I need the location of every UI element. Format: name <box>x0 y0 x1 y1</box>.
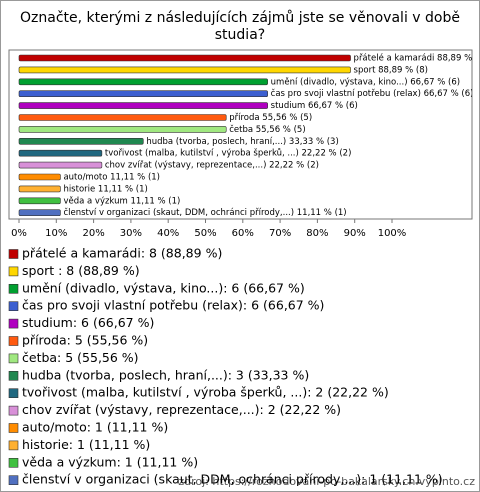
legend-swatch <box>8 388 19 399</box>
legend-label: sport : 8 (88,89 %) <box>22 263 140 278</box>
legend-label: čas pro svoji vlastní potřebu (relax): 6… <box>22 298 324 313</box>
x-tick-label: 20% <box>82 228 104 239</box>
bar-label: auto/moto 11,11 % (1) <box>63 173 160 183</box>
legend-label: auto/moto: 1 (11,11 %) <box>22 420 168 435</box>
bar <box>18 138 144 145</box>
x-tick-label: 10% <box>45 228 67 239</box>
bar-label: hudba (tvorba, poslech, hraní,...) 33,33… <box>146 137 338 147</box>
x-tick-label: 50% <box>194 228 216 239</box>
bar-label: přátelé a kamarádi 88,89 % (8) <box>354 53 479 64</box>
legend-swatch <box>8 475 19 486</box>
legend-swatch <box>8 336 19 346</box>
x-tick-label: 60% <box>232 228 254 239</box>
x-tick-label: 40% <box>157 228 179 239</box>
bar <box>18 90 268 97</box>
x-tick-label: 70% <box>269 228 291 239</box>
bar-label: studium 66,67 % (6) <box>271 101 358 111</box>
legend-swatch <box>8 353 19 364</box>
bar-label: věda a výzkum 11,11 % (1) <box>63 196 180 206</box>
bar-label: čas pro svoji vlastní potřebu (relax) 66… <box>271 88 474 99</box>
x-tick-label: 100% <box>378 228 407 239</box>
bar <box>18 161 103 169</box>
legend-label: hudba (tvorba, poslech, hraní,...): 3 (3… <box>22 367 309 382</box>
x-tick-label: 90% <box>344 228 366 239</box>
bar-label: tvořivost (malba, kutilství , výroba špe… <box>105 148 352 159</box>
chart-title: Označte, kterými z následujících zájmů j… <box>20 10 460 26</box>
bar <box>18 78 268 86</box>
bar <box>18 102 268 109</box>
legend-label: příroda: 5 (55,56 %) <box>22 333 148 348</box>
bar-label: historie 11,11 % (1) <box>63 184 147 194</box>
bar <box>18 54 351 62</box>
bar <box>18 209 61 216</box>
legend-label: studium: 6 (66,67 %) <box>22 315 154 330</box>
chart-title: studia? <box>215 27 265 43</box>
legend-swatch <box>8 249 19 259</box>
legend-swatch <box>8 266 19 277</box>
bar <box>18 185 61 193</box>
plot-frame <box>8 49 473 220</box>
bar-label: chov zvířat (výstavy, reprezentace,...) … <box>105 161 319 171</box>
legend-swatch <box>8 370 19 381</box>
x-tick-label: 30% <box>120 228 142 239</box>
bar-label: členství v organizaci (skaut, DDM, ochrá… <box>63 207 346 218</box>
legend-label: četba: 5 (55,56 %) <box>22 350 139 365</box>
legend-label: tvořivost (malba, kutilství , výroba špe… <box>22 385 389 400</box>
bar <box>18 173 61 181</box>
legend-swatch <box>8 318 19 329</box>
legend-swatch <box>8 301 19 312</box>
legend-swatch <box>8 423 19 433</box>
bar <box>18 126 227 133</box>
x-tick-label: 0% <box>11 228 27 239</box>
legend-label: umění (divadlo, výstava, kino...): 6 (66… <box>22 280 305 295</box>
legend-label: historie: 1 (11,11 %) <box>22 437 150 452</box>
bar-label: sport 88,89 % (8) <box>354 65 428 75</box>
bar <box>18 114 227 121</box>
bar <box>18 66 351 74</box>
bar <box>18 149 103 157</box>
legend-swatch <box>8 440 19 451</box>
legend-label: členství v organizaci (skaut, DDM, ochrá… <box>22 472 443 487</box>
bar-label: četba 55,56 % (5) <box>229 124 305 135</box>
legend-label: chov zvířat (výstavy, reprezentace,...):… <box>22 402 341 417</box>
legend-swatch <box>8 283 19 294</box>
bars: přátelé a kamarádi 88,89 % (8)sport 88,8… <box>18 53 479 218</box>
legend-label: přátelé a kamarádi: 8 (88,89 %) <box>22 246 222 261</box>
legend-swatch <box>8 405 19 416</box>
bar <box>18 197 61 205</box>
legend-swatch <box>8 457 19 468</box>
bar-label: příroda 55,56 % (5) <box>229 113 312 123</box>
source: zdroj: https://rozhodovani-po-bakalarsky… <box>178 475 475 488</box>
x-tick-label: 80% <box>306 228 328 239</box>
legend-label: věda a výzkum: 1 (11,11 %) <box>22 454 198 469</box>
bar-label: umění (divadlo, výstava, kino...) 66,67 … <box>271 77 460 87</box>
